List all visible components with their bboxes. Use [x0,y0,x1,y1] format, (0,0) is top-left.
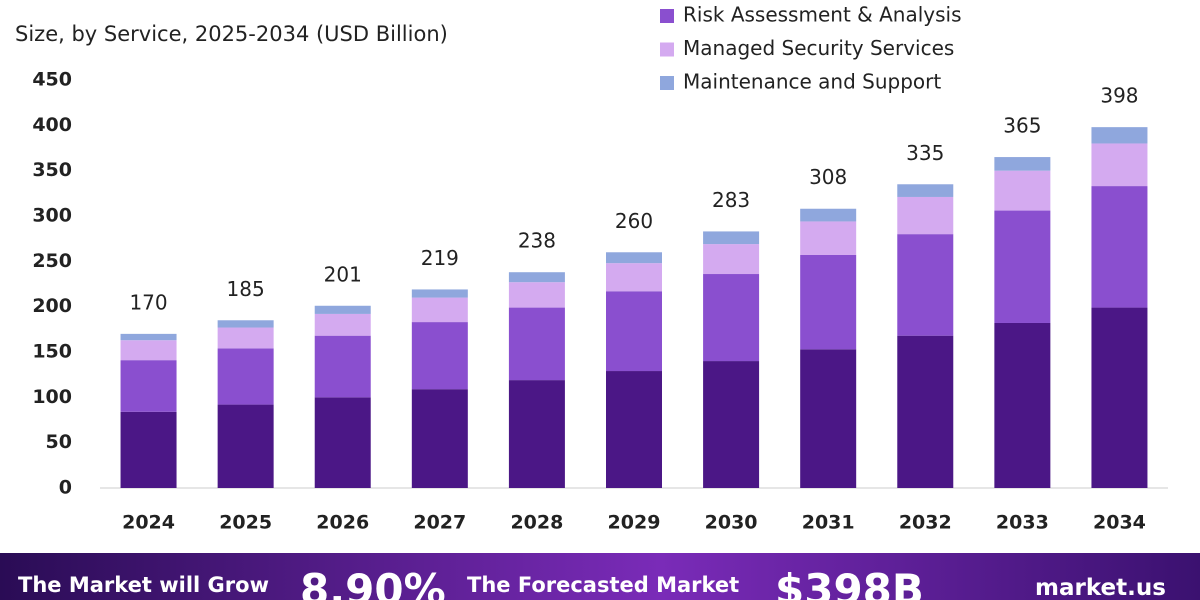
bar-segment [606,371,662,488]
bar-segment [314,397,371,488]
x-tick-label: 2030 [705,512,758,534]
bar-segment [606,263,662,292]
bar-segment [703,244,760,275]
legend-label: Managed Security Services [683,36,954,60]
x-tick-label: 2034 [1093,512,1146,534]
bar-segment [217,348,274,405]
bar-segment [800,349,857,488]
y-tick-label: 0 [59,477,72,499]
bar-segment [703,361,760,488]
x-tick-label: 2025 [219,512,272,534]
legend-swatch [660,42,674,57]
bar-segment [800,221,857,255]
legend-swatch [660,9,674,23]
bar-segment [120,340,177,361]
bar-segment [897,335,954,488]
bar-segment [508,282,565,308]
x-tick-label: 2027 [413,512,466,534]
bar-segment [994,170,1051,211]
bar-segment [994,322,1051,488]
bar-segment [411,389,468,488]
footer-value: $398B [775,565,924,600]
chart-subtitle: Size, by Service, 2025-2034 (USD Billion… [15,22,448,46]
bar-segment [120,333,177,341]
y-tick-label: 100 [32,386,72,408]
y-tick-label: 150 [32,341,72,363]
bar-segment [897,184,954,197]
x-tick-label: 2033 [996,512,1049,534]
legend-label: Risk Assessment & Analysis [683,3,962,27]
bar-segment [606,291,662,372]
y-tick-label: 250 [32,250,72,272]
total-label: 365 [1003,114,1041,138]
x-tick-label: 2031 [802,512,855,534]
bar-segment [994,210,1051,323]
y-tick-label: 350 [32,159,72,181]
bar-segment [314,305,371,314]
y-tick-label: 300 [32,205,72,227]
bar-segment [897,234,954,336]
bar-segment [217,327,274,349]
bar-segment [508,307,565,381]
total-label: 170 [129,290,167,314]
bar-segment [508,380,565,488]
bar-segment [606,252,662,264]
x-tick-label: 2032 [899,512,952,534]
footer-brand: market.us [1035,575,1166,600]
total-label: 219 [421,246,459,270]
bar-segment [703,231,760,245]
bar-segment [120,411,177,488]
total-label: 283 [712,188,750,212]
total-label: 398 [1100,84,1138,108]
bar-segment [217,404,274,488]
y-tick-label: 450 [32,69,72,91]
chart: Size, by Service, 2025-2034 (USD Billion… [15,3,1168,534]
y-tick-label: 50 [46,431,72,453]
bar-segment [508,272,565,283]
bar-segment [1091,143,1148,187]
bar-segment [411,289,468,298]
bar-segment [703,274,760,362]
x-tick-label: 2028 [510,512,563,534]
y-tick-label: 400 [32,114,72,136]
footer-text: The Forecasted Market [467,573,740,597]
y-tick-label: 200 [32,295,72,317]
footer-cagr: 8.90% [300,565,446,600]
footer-text: The Market will Grow [18,573,269,597]
bar-segment [314,313,371,336]
bar-segment [411,297,468,323]
total-label: 335 [906,141,944,165]
total-label: 238 [518,229,556,253]
total-label: 185 [227,277,265,301]
x-tick-label: 2026 [316,512,369,534]
legend-label: Maintenance and Support [683,70,941,94]
footer-banner: The Market will Grow 8.90% The Forecaste… [0,553,1200,600]
x-tick-label: 2029 [608,512,661,534]
bar-segment [217,320,274,328]
total-label: 260 [615,209,653,233]
bar-segment [1091,186,1148,308]
bar-segment [1091,307,1148,488]
total-label: 308 [809,165,847,189]
bar-segment [897,196,954,235]
total-label: 201 [324,262,362,286]
legend-swatch [660,76,674,90]
bar-segment [994,157,1051,171]
bar-segment [314,335,371,398]
bar-segment [800,208,857,222]
bar-segment [411,322,468,390]
bar-segment [1091,127,1148,144]
bar-segment [800,254,857,350]
x-tick-label: 2024 [122,512,175,534]
bar-segment [120,360,177,412]
